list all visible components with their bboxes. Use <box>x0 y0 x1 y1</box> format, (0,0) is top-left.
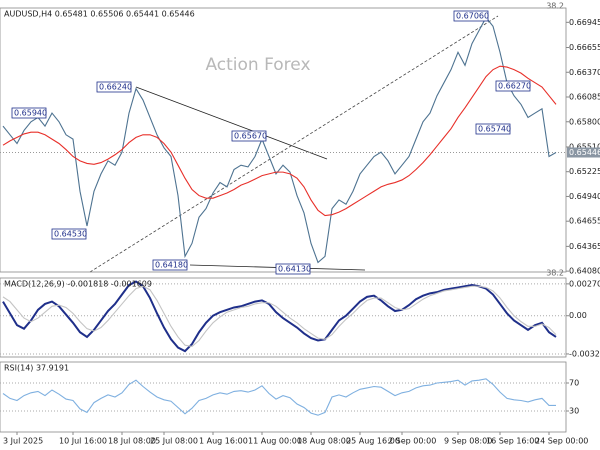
y-tick-label: 0.66655 <box>569 43 600 52</box>
series-line <box>2 16 557 264</box>
y-tick-label: 70 <box>569 379 579 388</box>
price-annotation-box <box>152 259 188 271</box>
x-tick-label: 9 Sep 08:00 <box>444 437 492 446</box>
fib-label: 38.2 <box>546 269 564 278</box>
price-annotation-box <box>96 81 132 93</box>
x-tick-label: 25 Aug 16:00 <box>346 437 400 446</box>
x-tick-label: 2 Sep 00:00 <box>388 437 436 446</box>
y-tick-label: 0.66085 <box>569 93 600 102</box>
x-tick-label: 25 Jul 08:00 <box>150 437 198 446</box>
price-annotation-box <box>275 263 311 275</box>
price-annotation-box <box>475 123 511 135</box>
price-annotation-box <box>453 10 489 22</box>
y-tick-label: 0.64940 <box>569 192 600 201</box>
x-tick-label: 18 Jul 08:00 <box>108 437 156 446</box>
y-tick-label: 0.64655 <box>569 217 600 226</box>
trendline <box>135 86 328 160</box>
series-line <box>2 285 557 347</box>
y-tick-label: 0.66370 <box>569 68 600 77</box>
x-tick-label: 24 Sep 00:00 <box>535 437 588 446</box>
price-annotation-box <box>11 107 47 119</box>
series-line <box>2 65 557 217</box>
series-line <box>2 378 557 416</box>
panel-title: MACD(12,26,9) -0.001818 -0.001609 <box>4 280 152 289</box>
x-tick-label: 10 Jul 16:00 <box>59 437 107 446</box>
y-tick-label: 0.00 <box>569 311 587 320</box>
price-annotation: 0.65740 <box>478 125 511 134</box>
price-annotation: 0.66270 <box>498 82 531 91</box>
y-tick-label: 0.65800 <box>569 117 600 126</box>
x-tick-label: 3 Jul 2025 <box>3 437 43 446</box>
y-tick-label: 0.64080 <box>569 267 600 276</box>
trendline <box>89 15 499 273</box>
panel-title: RSI(14) 37.9191 <box>4 364 69 373</box>
price-annotation-box <box>51 228 87 240</box>
panel-frame <box>0 277 567 358</box>
price-annotation: 0.64530 <box>54 230 87 239</box>
price-annotation: 0.64180 <box>155 261 188 270</box>
price-annotation-box <box>231 130 267 142</box>
y-tick-label: 0.65510 <box>569 142 600 151</box>
panel-frame <box>0 361 567 433</box>
x-tick-label: 1 Aug 16:00 <box>199 437 248 446</box>
price-annotation-box <box>495 80 531 92</box>
price-annotation: 0.66240 <box>99 83 132 92</box>
y-tick-label: 0.002702 <box>569 279 600 288</box>
fib-label: 38.2 <box>546 2 564 11</box>
last-price-box <box>567 147 600 158</box>
price-annotation: 0.65670 <box>234 132 267 141</box>
price-annotation: 0.67060 <box>456 12 489 21</box>
last-price-label: 0.65446 <box>569 148 600 157</box>
y-tick-label: -0.003241 <box>569 349 600 358</box>
x-tick-label: 18 Aug 08:00 <box>297 437 351 446</box>
x-tick-label: 11 Aug 00:00 <box>248 437 302 446</box>
y-tick-label: 0.66945 <box>569 18 600 27</box>
watermark: Action Forex <box>205 55 310 75</box>
series-line <box>2 280 557 353</box>
price-annotation: 0.65940 <box>14 109 47 118</box>
x-tick-label: 16 Sep 16:00 <box>486 437 539 446</box>
y-tick-label: 30 <box>569 407 579 416</box>
panel-title: AUDUSD,H4 0.65481 0.65506 0.65441 0.6544… <box>4 10 195 19</box>
y-tick-label: 0.64365 <box>569 242 600 251</box>
price-annotation: 0.64130 <box>278 265 311 274</box>
y-tick-label: 0.65225 <box>569 167 600 176</box>
